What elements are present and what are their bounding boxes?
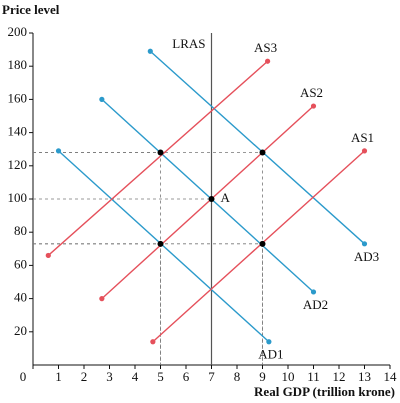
endpoint	[99, 296, 105, 302]
x-tick-label: 1	[55, 369, 62, 384]
series-label: AS1	[351, 130, 374, 145]
x-tick-label: 10	[282, 369, 295, 384]
series-label: AD3	[354, 249, 379, 264]
x-tick-label: 12	[333, 369, 346, 384]
x-tick-label: 9	[259, 369, 266, 384]
y-tick-label: 80	[14, 223, 27, 238]
x-tick-label: 13	[358, 369, 371, 384]
equilibrium-point	[157, 240, 164, 247]
curve	[149, 50, 365, 245]
y-tick-label: 200	[8, 24, 28, 39]
series-label: AS3	[254, 40, 277, 55]
x-tick-label: 0	[20, 369, 27, 384]
x-axis-label: Real GDP (trillion krone)	[254, 384, 395, 399]
y-tick-label: 140	[8, 124, 28, 139]
y-tick-label: 60	[14, 256, 27, 271]
curve	[101, 105, 314, 300]
endpoint	[266, 339, 272, 345]
endpoint	[361, 148, 368, 154]
x-tick-label: 14	[384, 369, 398, 384]
endpoint	[361, 241, 368, 247]
endpoint	[150, 339, 156, 345]
series-label: LRAS	[172, 36, 205, 51]
x-tick-label: 5	[157, 369, 164, 384]
endpoint	[99, 96, 105, 102]
curve	[152, 150, 365, 343]
endpoint	[45, 252, 51, 259]
equilibrium-point	[259, 240, 266, 247]
curve	[101, 98, 314, 293]
y-axis-label: Price level	[2, 2, 60, 17]
endpoint	[310, 289, 317, 295]
y-tick-label: 160	[8, 90, 28, 105]
x-tick-label: 7	[208, 369, 215, 384]
series-label: AS2	[300, 85, 323, 100]
equilibrium-point	[157, 149, 164, 156]
x-tick-label: 6	[183, 369, 190, 384]
endpoint	[265, 58, 271, 64]
y-tick-label: 40	[14, 290, 27, 305]
endpoint	[55, 148, 62, 154]
endpoint	[147, 48, 153, 54]
curve	[58, 150, 270, 343]
y-tick-label: 120	[8, 157, 28, 172]
endpoint	[310, 103, 317, 109]
series-label: AD1	[258, 347, 283, 362]
x-tick-label: 4	[132, 369, 139, 384]
annotation: A	[221, 190, 231, 205]
equilibrium-point	[259, 149, 266, 156]
curve	[47, 60, 269, 256]
x-tick-label: 3	[106, 369, 113, 384]
series-label: AD2	[303, 297, 328, 312]
x-tick-label: 8	[234, 369, 241, 384]
equilibrium-point	[208, 196, 215, 202]
y-tick-label: 100	[8, 190, 28, 205]
x-tick-label: 2	[81, 369, 88, 384]
x-tick-label: 11	[307, 369, 320, 384]
y-tick-label: 20	[14, 323, 27, 338]
y-tick-label: 180	[8, 57, 28, 72]
